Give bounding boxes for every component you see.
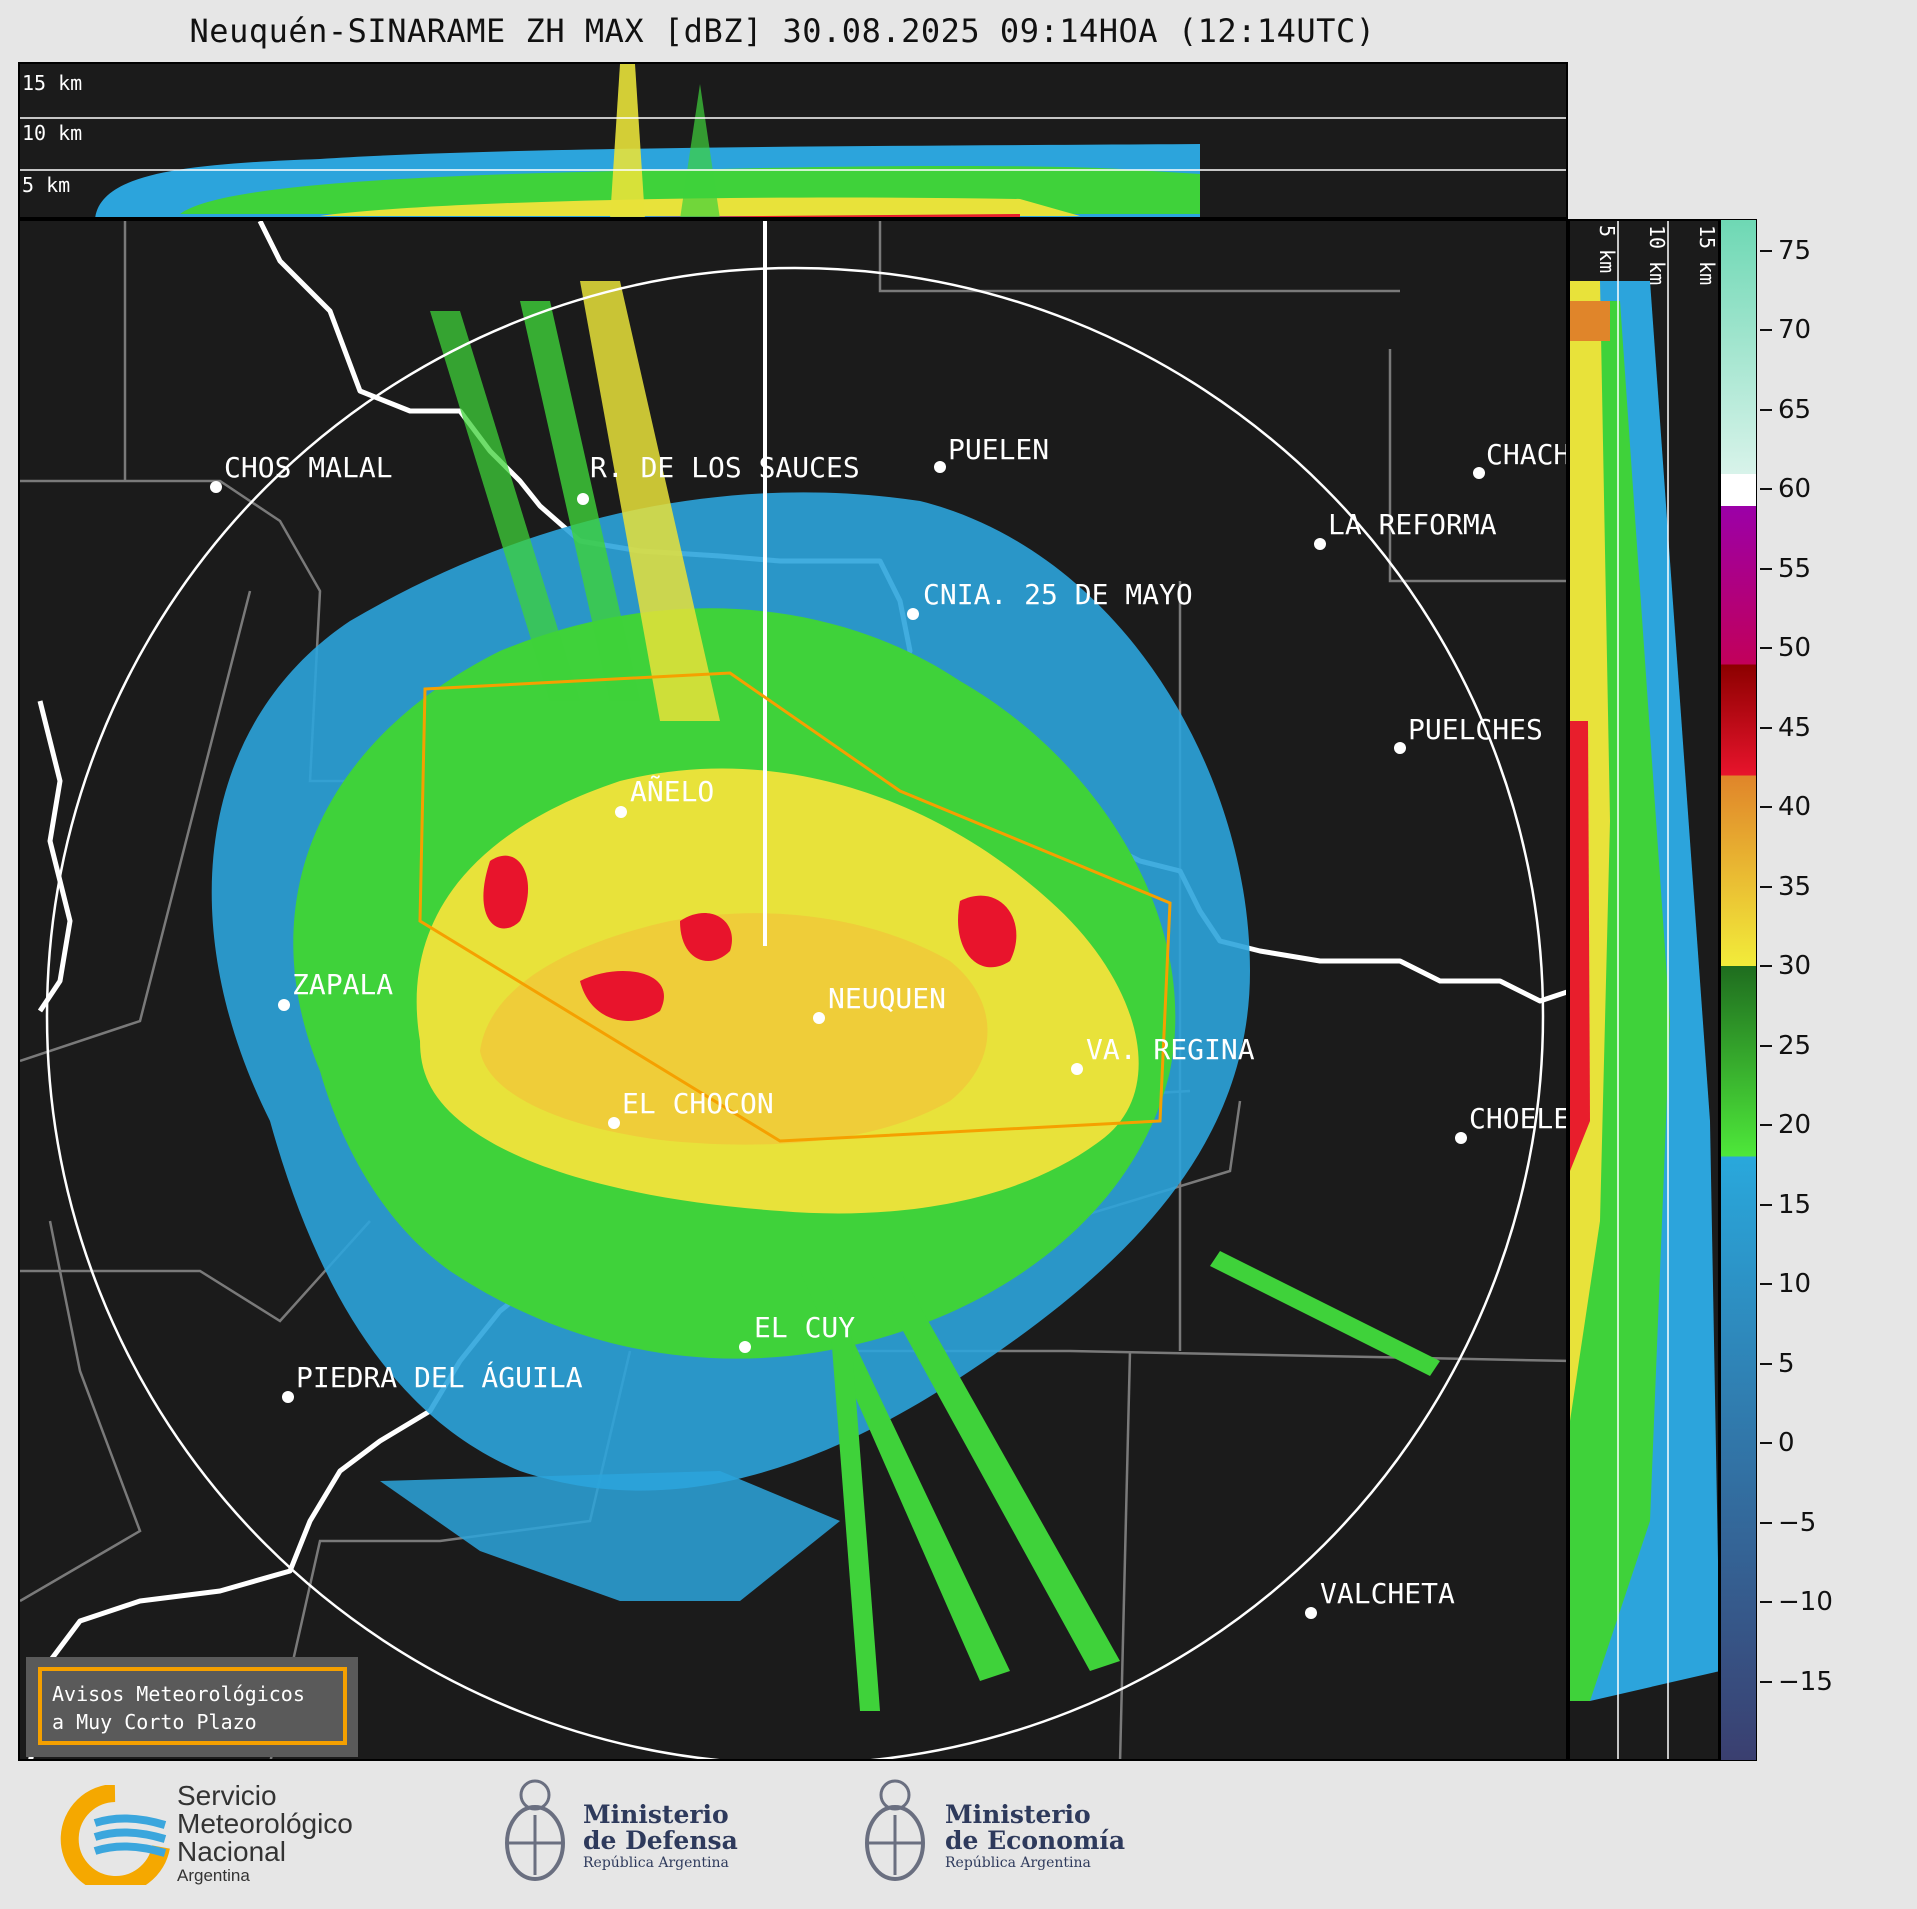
colorbar-tick-label: 35 [1778,871,1812,902]
colorbar-tick-label: 45 [1778,712,1812,743]
colorbar-tick [1760,408,1772,411]
colorbar-tick-label: 60 [1778,474,1812,505]
smn-name: Servicio Meteorológico Nacional Argentin… [177,1780,353,1886]
reflectivity-echo [211,281,1440,1711]
top-cross-section-plot: 15 km 10 km 5 km [20,64,1566,217]
reflectivity-colorbar [1720,219,1757,1761]
colorbar-tick-label: 25 [1778,1030,1812,1061]
svg-text:PUELCHES: PUELCHES [1408,713,1543,746]
top-cross-section-panel: 15 km 10 km 5 km [18,62,1568,219]
colorbar-tick-label: 70 [1778,315,1812,346]
colorbar-tick-label: 50 [1778,633,1812,664]
svg-text:EL CUY: EL CUY [754,1311,855,1344]
city-neuquen: NEUQUEN [813,982,946,1024]
colorbar-tick-label: 30 [1778,951,1812,982]
colorbar-tick-label: 75 [1778,235,1812,266]
city-chacharramendi: CHACH [1473,438,1568,479]
colorbar-tick-label: −10 [1778,1587,1833,1618]
city-valcheta: VALCHETA [1305,1577,1455,1619]
svg-text:CHOELE: CHOELE [1469,1102,1568,1135]
side-height-label-10km: 10 km [1645,225,1669,285]
colorbar-tick [1760,1442,1772,1445]
radar-map: CHOS MALAL R. DE LOS SAUCES PUELEN CHACH… [20,221,1568,1759]
colorbar-tick [1760,806,1772,809]
side-height-label-5km: 5 km [1595,225,1619,273]
colorbar-tick [1760,329,1772,332]
svg-text:ZAPALA: ZAPALA [292,968,393,1001]
coat-of-arms-icon [505,1779,565,1881]
city-el-chocon: EL CHOCON [608,1087,774,1129]
colorbar-tick [1760,1044,1772,1047]
colorbar-tick [1760,1124,1772,1127]
city-anelo: AÑELO [615,774,714,818]
colorbar-tick-label: −15 [1778,1666,1833,1697]
svg-text:LA REFORMA: LA REFORMA [1328,508,1497,541]
defensa-name: Ministerio de Defensa República Argentin… [583,1800,738,1872]
colorbar-tick [1760,1283,1772,1286]
colorbar-tick [1760,647,1772,650]
coat-of-arms-icon [865,1779,925,1881]
svg-text:CNIA. 25 DE MAYO: CNIA. 25 DE MAYO [923,578,1193,611]
city-zapala: ZAPALA [278,968,393,1011]
colorbar-tick [1760,885,1772,888]
svg-text:VALCHETA: VALCHETA [1320,1577,1455,1610]
warning-legend-line2: a Muy Corto Plazo [52,1710,257,1734]
colorbar-tick-label: 40 [1778,792,1812,823]
colorbar-tick-label: 15 [1778,1189,1812,1220]
smn-logo-mark [60,1785,170,1885]
colorbar-tick [1760,249,1772,252]
colorbar-tick [1760,567,1772,570]
svg-text:PIEDRA DEL ÁGUILA: PIEDRA DEL ÁGUILA [296,1360,583,1394]
city-chos-malal: CHOS MALAL [210,451,393,493]
radar-map-panel: CHOS MALAL R. DE LOS SAUCES PUELEN CHACH… [18,219,1568,1761]
city-puelen: PUELEN [934,433,1049,473]
city-villa-regina: VA. REGINA [1071,1033,1255,1075]
svg-text:EL CHOCON: EL CHOCON [622,1087,774,1120]
svg-text:CHOS MALAL: CHOS MALAL [224,451,393,484]
city-colonia-25-de-mayo: CNIA. 25 DE MAYO [907,578,1193,620]
city-rincon-de-los-sauces: R. DE LOS SAUCES [577,451,860,505]
economia-name: Ministerio de Economía República Argenti… [945,1800,1126,1872]
warning-legend-line1: Avisos Meteorológicos [52,1682,305,1706]
colorbar-tick-label: 0 [1778,1428,1795,1459]
warning-legend-box: Avisos Meteorológicos a Muy Corto Plazo [26,1657,358,1757]
city-el-cuy: EL CUY [739,1311,855,1353]
warning-polygon [418,671,1172,1143]
svg-text:AÑELO: AÑELO [630,774,714,808]
side-cross-section-panel: 5 km 10 km 15 km [1568,219,1720,1761]
colorbar-tick [1760,488,1772,491]
svg-text:CHACH: CHACH [1486,438,1568,471]
height-label-10km: 10 km [22,121,82,145]
colorbar-tick [1760,1680,1772,1683]
colorbar-tick [1760,726,1772,729]
side-height-label-15km: 15 km [1695,225,1719,285]
colorbar-tick [1760,965,1772,968]
colorbar-tick-label: 55 [1778,553,1812,584]
height-label-5km: 5 km [22,173,70,197]
colorbar-tick [1760,1601,1772,1604]
colorbar-tick [1760,1521,1772,1524]
colorbar-tick-label: 5 [1778,1348,1795,1379]
colorbar-tick-label: 10 [1778,1269,1812,1300]
side-cross-section-plot: 5 km 10 km 15 km [1570,221,1719,1759]
city-puelches: PUELCHES [1394,713,1543,754]
svg-text:R. DE LOS SAUCES: R. DE LOS SAUCES [590,451,860,484]
colorbar-tick [1760,1203,1772,1206]
svg-text:VA. REGINA: VA. REGINA [1086,1033,1255,1066]
svg-text:PUELEN: PUELEN [948,433,1049,466]
range-ring [45,266,1545,1759]
chart-title: Neuquén-SINARAME ZH MAX [dBZ] 30.08.2025… [189,12,1376,50]
colorbar-tick-label: 65 [1778,394,1812,425]
colorbar-tick [1760,1362,1772,1365]
city-choele-choel: CHOELE [1455,1102,1568,1144]
svg-text:NEUQUEN: NEUQUEN [828,982,946,1015]
colorbar-tick-label: 20 [1778,1110,1812,1141]
city-la-reforma: LA REFORMA [1314,508,1497,550]
city-piedra-del-aguila: PIEDRA DEL ÁGUILA [282,1360,583,1403]
colorbar-tick-label: −5 [1778,1507,1817,1538]
height-label-15km: 15 km [22,71,82,95]
